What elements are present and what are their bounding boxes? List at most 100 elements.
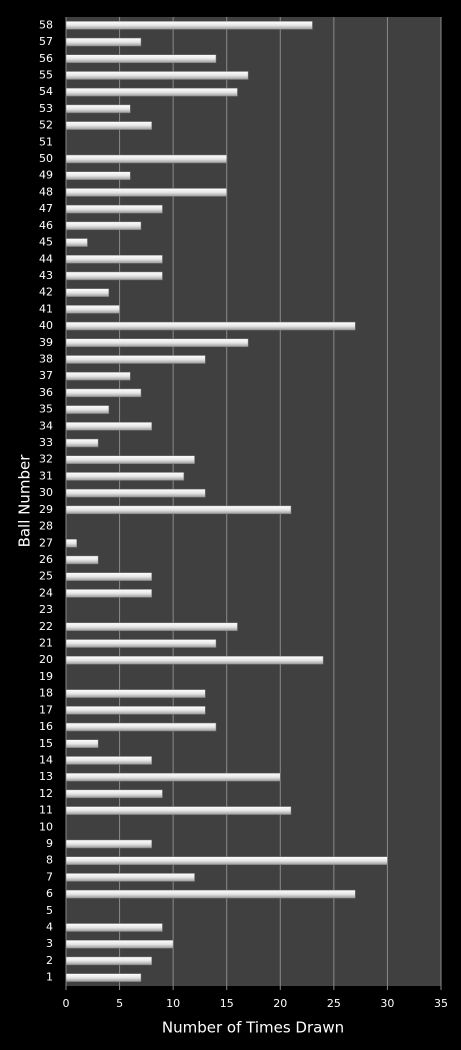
bar [65,422,152,431]
y-tick-label: 45 [39,236,53,249]
x-axis-title: Number of Times Drawn [162,1019,344,1037]
y-tick-label: 46 [39,219,53,232]
y-tick-label: 4 [46,921,53,934]
bar [65,488,206,498]
bar [65,171,131,180]
bar [65,572,152,581]
y-tick-label: 32 [39,453,53,466]
bar [65,255,163,264]
y-axis-title: Ball Number [16,454,34,548]
y-tick-label: 2 [46,954,53,967]
bar [65,37,142,47]
bar [65,71,249,80]
y-tick-label: 44 [39,252,53,265]
bar [65,321,356,331]
bar [65,722,217,732]
bar [65,789,163,799]
bar [65,371,131,381]
y-tick-label: 6 [46,887,53,900]
bar [65,973,142,982]
y-tick-label: 54 [39,85,53,98]
y-tick-label: 17 [39,703,53,716]
y-tick-label: 51 [39,135,53,148]
y-tick-label: 35 [39,403,53,416]
y-tick-label: 13 [39,770,53,783]
x-tick-label: 0 [63,997,70,1010]
y-tick-label: 28 [39,520,53,533]
bar [65,655,324,665]
bar [65,221,142,231]
bar [65,388,142,398]
y-tick-label: 31 [39,469,53,482]
bar [65,405,110,414]
bar [65,873,195,882]
y-tick-label: 25 [39,570,53,583]
y-tick-label: 9 [46,837,53,850]
x-tick-label: 25 [327,997,341,1010]
bar [65,622,238,632]
y-tick-label: 43 [39,269,53,282]
bar [65,589,152,598]
y-tick-label: 26 [39,553,53,566]
y-tick-label: 1 [46,971,53,984]
x-tick-label: 20 [273,997,287,1010]
y-tick-label: 57 [39,35,53,48]
y-tick-label: 29 [39,503,53,516]
y-tick-label: 30 [39,486,53,499]
bar [65,555,99,565]
bar [65,706,206,715]
y-tick-label: 50 [39,152,53,165]
bar [65,288,110,297]
bar [65,505,292,515]
y-tick-label: 42 [39,286,53,299]
y-tick-label: 39 [39,336,53,349]
bar [65,772,281,782]
x-tick-label: 35 [434,997,448,1010]
bar [65,856,388,865]
y-tick-label: 19 [39,670,53,683]
y-tick-label: 48 [39,185,53,198]
bar [65,639,217,648]
x-tick-label: 5 [116,997,123,1010]
bar [65,338,249,348]
y-tick-label: 15 [39,737,53,750]
bar [65,154,227,164]
bar [65,806,292,815]
bar [65,455,195,464]
y-tick-label: 55 [39,68,53,81]
y-tick-label: 36 [39,386,53,399]
y-tick-label: 49 [39,169,53,182]
y-tick-label: 14 [39,753,53,766]
bar [65,939,174,949]
y-tick-label: 16 [39,720,53,733]
y-tick-label: 56 [39,52,53,65]
y-tick-label: 40 [39,319,53,332]
y-tick-label: 3 [46,937,53,950]
x-tick-label: 10 [166,997,180,1010]
bar [65,956,152,966]
y-tick-label: 10 [39,820,53,833]
bar [65,305,120,314]
bar [65,121,152,130]
x-tick-label: 15 [220,997,234,1010]
bar [65,204,163,214]
y-tick-label: 33 [39,436,53,449]
bar [65,21,313,30]
bar [65,923,163,932]
bar [65,839,152,849]
y-tick-label: 37 [39,369,53,382]
bar [65,87,238,97]
y-tick-label: 22 [39,620,53,633]
bar [65,104,131,114]
y-tick-label: 47 [39,202,53,215]
y-tick-label: 41 [39,302,53,315]
y-tick-label: 23 [39,603,53,616]
bar [65,355,206,364]
y-tick-label: 7 [46,870,53,883]
y-tick-label: 5 [46,904,53,917]
bar [65,271,163,281]
bar [65,739,99,748]
bar [65,539,77,548]
bar [65,438,99,448]
